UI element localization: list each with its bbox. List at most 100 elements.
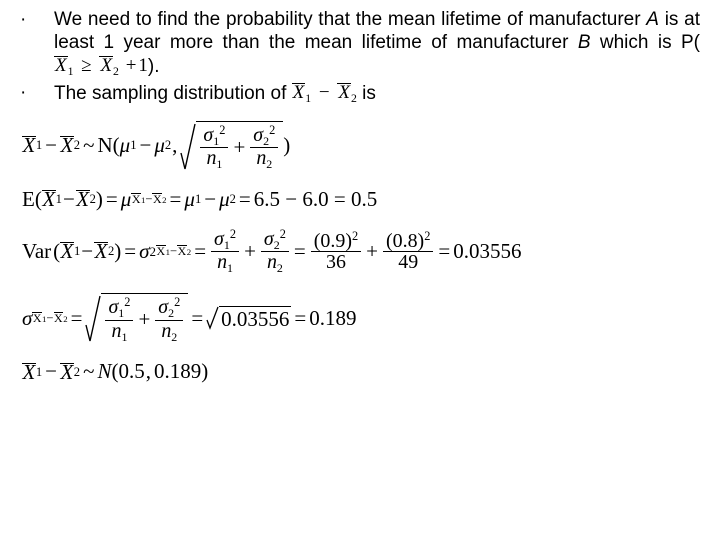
eq: = [103, 189, 121, 210]
radical-icon [206, 306, 219, 330]
x1-bar-b: X [293, 82, 305, 103]
radical-icon [180, 123, 196, 171]
X: X [132, 192, 141, 206]
Var: Var [22, 241, 51, 262]
mu: μ [154, 135, 165, 156]
b1-B: B [578, 32, 591, 53]
sub-x1x2: X1−X2 [131, 193, 166, 206]
N: N [97, 135, 112, 156]
minus: − [62, 189, 76, 210]
n2: 2 [171, 330, 177, 344]
formula-final: X1 − X2 ~ N(0.5,0.189) [22, 361, 700, 382]
X: X [95, 239, 108, 263]
sub1: 1 [68, 65, 74, 78]
n1: 1 [121, 330, 127, 344]
sub2: 2 [113, 65, 119, 78]
mu: μ [219, 189, 230, 210]
mean-calc: 6.5 − 6.0 = 0.5 [254, 189, 377, 210]
m: − [46, 311, 53, 325]
lp: ( [35, 189, 42, 210]
n: n [206, 147, 216, 169]
n1v: 36 [323, 252, 349, 273]
frac-s2n2: σ22 n2 [261, 228, 289, 275]
N: N [97, 361, 111, 382]
lp: ( [111, 361, 118, 382]
m: − [145, 192, 152, 206]
n2: 2 [266, 157, 272, 171]
x1-bar: X [55, 55, 67, 76]
minus: − [80, 241, 94, 262]
formula-dist: X1 − X2 ~ N( μ1 − μ2 , σ12 n1 + [22, 121, 700, 171]
minus: − [42, 361, 60, 382]
n: n [217, 251, 227, 273]
frac-s2b: σ22 n2 [155, 296, 183, 343]
rp: ) [114, 241, 121, 262]
mu: μ [120, 135, 131, 156]
sq: 2 [174, 295, 180, 309]
fsd: 0.189 [154, 361, 201, 382]
x2-bar-b: X [338, 82, 350, 103]
sig: σ [214, 228, 224, 250]
bullet-list: · We need to find the probability that t… [20, 8, 700, 107]
formula-sd: σX1−X2 = σ12 n1 + σ22 n2 [22, 293, 700, 343]
X: X [60, 133, 73, 157]
rp: ) [283, 135, 290, 156]
frac-num2: (0.8)2 49 [383, 230, 433, 274]
formula-mean: E( X1 − X2 ) = μX1−X2 = μ1 − μ2 = 6.5 − … [22, 189, 700, 210]
sqrt-var-val: 0.03556 [219, 306, 291, 330]
n2v: 49 [395, 252, 421, 273]
sig: σ [253, 123, 263, 145]
sub-x1x2: X1−X2 [32, 312, 67, 325]
sqrt-expr: σ12 n1 + σ22 n2 [85, 293, 188, 343]
mu: μ [184, 189, 195, 210]
tilde: ~ [80, 135, 97, 156]
page: · We need to find the probability that t… [0, 0, 720, 540]
sd2sq: (0.8) [386, 230, 424, 252]
comma: , [171, 135, 180, 156]
n1: 1 [216, 157, 222, 171]
eq: = [191, 241, 209, 262]
b1-mid2: which is P( [591, 32, 701, 53]
sq: 2 [424, 229, 430, 243]
n1: 1 [227, 262, 233, 276]
b1-pre: We need to find the probability that the… [54, 9, 646, 30]
plus: + [135, 309, 153, 330]
fmean: 0.5 [118, 361, 144, 382]
sq: 2 [124, 295, 130, 309]
tilde: ~ [80, 361, 97, 382]
minus: − [201, 189, 219, 210]
rp: ) [96, 189, 103, 210]
n: n [111, 320, 121, 342]
inline-prob-expr: X1 ≥ X2 +1 [54, 54, 148, 79]
X: X [33, 311, 42, 325]
eq: = [167, 189, 185, 210]
E: E [22, 189, 35, 210]
sig: σ [139, 241, 149, 262]
eq: = [121, 241, 139, 262]
inline-diff-expr: X1 − X2 [292, 81, 357, 106]
b2-post: is [362, 83, 376, 104]
sig: σ [158, 296, 168, 318]
sub2b: 2 [351, 92, 357, 105]
frac-s1: σ12 n1 [200, 124, 228, 171]
m: − [170, 244, 177, 258]
n: n [256, 147, 266, 169]
plus: + [230, 137, 248, 158]
sd1sq: (0.9) [314, 230, 352, 252]
X: X [42, 187, 55, 211]
sqrt-var-expr: σ12 n1 + σ22 n2 [180, 121, 283, 171]
eq: = [68, 308, 86, 329]
frac-s1b: σ12 n1 [105, 296, 133, 343]
sq: 2 [269, 123, 275, 137]
rp: ) [201, 361, 208, 382]
sqrt-num: 0.03556 [206, 306, 291, 330]
X: X [54, 311, 63, 325]
plus-sign: + [124, 55, 139, 76]
X: X [76, 187, 89, 211]
sq: 2 [230, 227, 236, 241]
X: X [178, 244, 187, 258]
bullet-2: · The sampling distribution of X1 − X2 i… [20, 81, 700, 106]
ge-sign: ≥ [78, 55, 94, 76]
formulas: X1 − X2 ~ N( μ1 − μ2 , σ12 n1 + [20, 121, 700, 383]
sig: σ [203, 123, 213, 145]
